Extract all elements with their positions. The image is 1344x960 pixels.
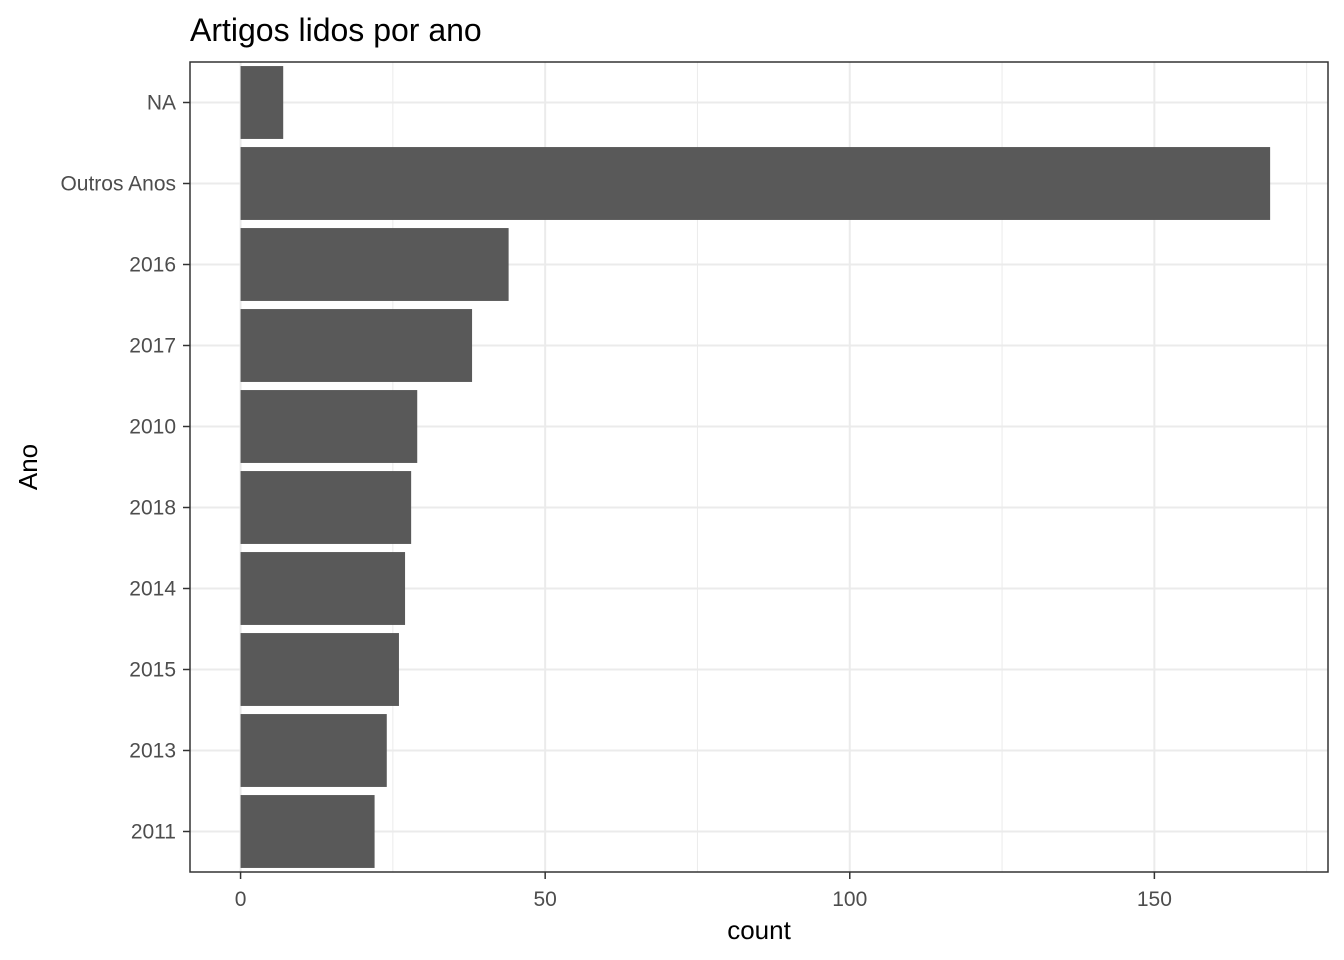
bar-2016 <box>240 228 509 301</box>
y-tick-label: NA <box>147 92 176 115</box>
y-tick-label: 2014 <box>129 578 176 601</box>
bar-2010 <box>240 390 418 463</box>
y-tick-label: 2013 <box>129 740 176 763</box>
y-tick-label: 2011 <box>131 821 176 844</box>
bar-2018 <box>240 471 412 544</box>
bar-2013 <box>240 714 387 787</box>
bar-2015 <box>240 633 399 706</box>
y-axis-title: Ano <box>13 444 43 490</box>
x-tick-label: 0 <box>235 888 247 911</box>
bar-2014 <box>240 552 406 625</box>
bar-na <box>240 66 284 139</box>
y-tick-label: 2017 <box>129 335 176 358</box>
y-tick-label: 2016 <box>129 254 176 277</box>
panel-border <box>189 61 1329 873</box>
y-tick-label: 2010 <box>129 416 176 439</box>
y-tick-label: 2018 <box>129 497 176 520</box>
x-tick-label: 100 <box>832 888 867 911</box>
x-tick-label: 150 <box>1137 888 1172 911</box>
y-tick-label: 2015 <box>129 659 176 682</box>
chart-title: Artigos lidos por ano <box>190 12 482 48</box>
bar-2011 <box>240 795 375 868</box>
x-tick-label: 50 <box>533 888 556 911</box>
bar-layer <box>240 66 1271 868</box>
y-tick-label: Outros Anos <box>60 173 176 196</box>
bar-2017 <box>240 309 473 382</box>
x-axis-title: count <box>727 915 791 945</box>
axis-layer: NA Outros Anos 2016 2017 2010 2018 2014 2015 201… <box>60 92 1171 912</box>
bar-outros-anos <box>240 147 1271 220</box>
